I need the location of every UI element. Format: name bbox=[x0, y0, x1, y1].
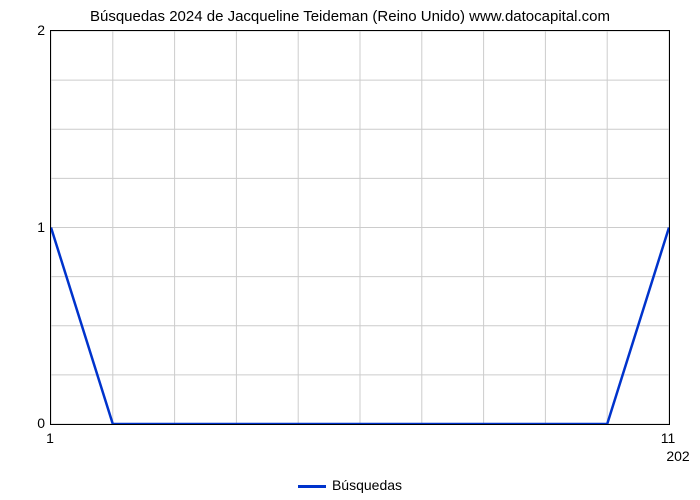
legend-label: Búsquedas bbox=[332, 477, 402, 493]
y-tick-label: 2 bbox=[37, 22, 45, 38]
y-tick-label: 1 bbox=[37, 219, 45, 235]
x-secondary-label: 202 bbox=[666, 448, 689, 464]
series-line bbox=[51, 31, 669, 424]
x-tick-label: 1 bbox=[46, 430, 54, 446]
chart-container: Búsquedas 2024 de Jacqueline Teideman (R… bbox=[0, 0, 700, 500]
legend: Búsquedas bbox=[0, 476, 700, 494]
x-tick-label: 11 bbox=[661, 430, 676, 446]
y-tick-label: 0 bbox=[37, 415, 45, 431]
chart-title: Búsquedas 2024 de Jacqueline Teideman (R… bbox=[0, 8, 700, 25]
plot-area bbox=[50, 30, 670, 425]
legend-item: Búsquedas bbox=[298, 477, 402, 493]
legend-swatch bbox=[298, 485, 326, 488]
